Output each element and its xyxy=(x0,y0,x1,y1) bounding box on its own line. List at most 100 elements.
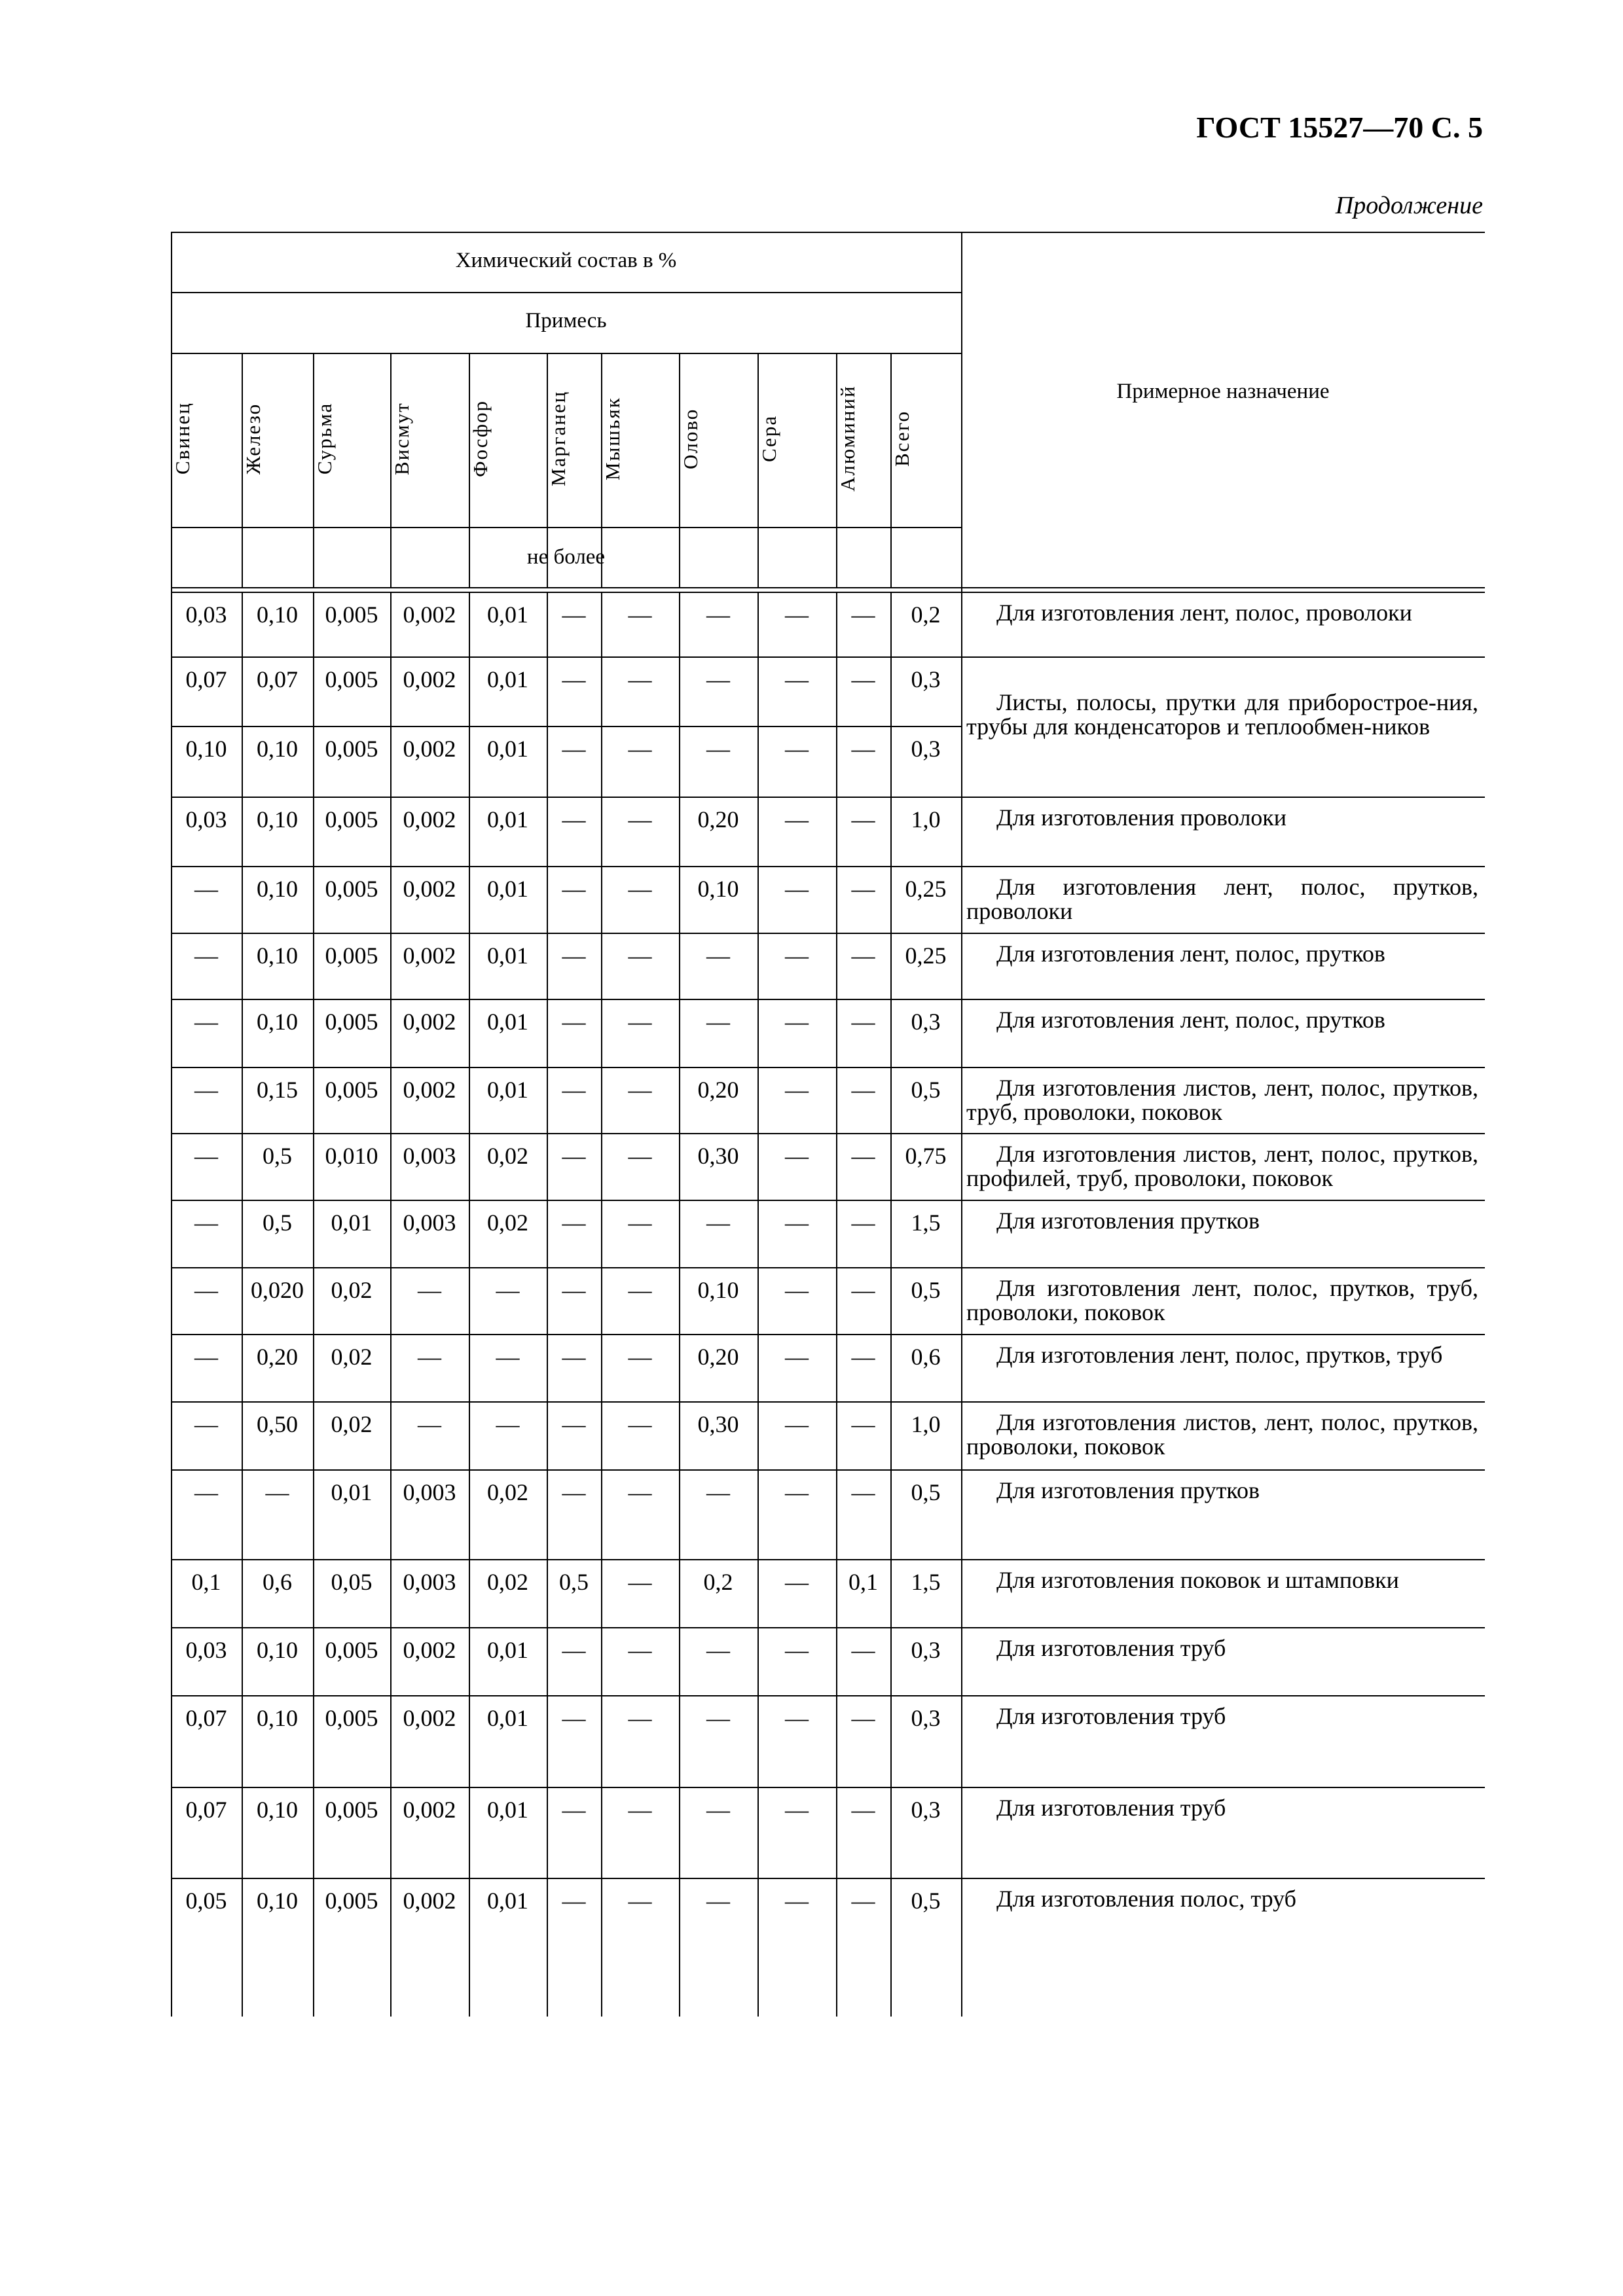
purpose-text: Для изготовления лент, полос, прутков xyxy=(996,1007,1385,1033)
column-header-4: Висмут xyxy=(390,402,413,475)
table-cell: 0,5 xyxy=(911,1888,941,1914)
purpose-row-line xyxy=(961,656,1485,658)
table-cell: — xyxy=(628,1344,652,1370)
table-cell: — xyxy=(265,1479,289,1505)
table-cell: — xyxy=(628,1009,652,1035)
table-cell: — xyxy=(194,1277,218,1303)
table-cell: — xyxy=(562,736,586,762)
table-cell: 0,5 xyxy=(559,1569,589,1595)
purpose-row-line xyxy=(961,1334,1485,1335)
table-cell: 0,10 xyxy=(257,1797,298,1823)
table-cell: 0,3 xyxy=(911,666,941,692)
column-header-1: Свинец xyxy=(171,402,194,475)
table-cell: 0,020 xyxy=(251,1277,304,1303)
column-divider xyxy=(547,353,548,587)
table-cell: — xyxy=(194,1479,218,1505)
table-cell: 0,01 xyxy=(487,601,528,628)
table-cell: — xyxy=(785,601,809,628)
column-divider xyxy=(601,353,602,587)
table-cell: — xyxy=(418,1411,441,1437)
table-cell: — xyxy=(706,1637,730,1663)
purpose-row-line xyxy=(961,933,1485,934)
purpose-text: Для изготовления листов, лент, полос, пр… xyxy=(966,1075,1478,1125)
table-cell: — xyxy=(706,601,730,628)
table-cell: 0,002 xyxy=(403,1888,456,1914)
table-cell: 0,5 xyxy=(911,1479,941,1505)
header-double-line xyxy=(171,592,1485,593)
table-cell: — xyxy=(785,806,809,833)
row-line xyxy=(171,1133,961,1134)
table-cell: 0,002 xyxy=(403,942,456,969)
table-cell: 0,01 xyxy=(487,1077,528,1103)
header-line xyxy=(171,292,961,293)
purpose-text: Для изготовления листов, лент, полос, пр… xyxy=(966,1409,1478,1460)
table-cell: 1,5 xyxy=(911,1569,941,1595)
table-cell: — xyxy=(851,736,875,762)
table-cell: 0,01 xyxy=(331,1210,373,1236)
table-cell: 0,03 xyxy=(185,1637,227,1663)
table-cell: — xyxy=(851,1009,875,1035)
table-cell: 0,03 xyxy=(185,806,227,833)
table-cell: — xyxy=(785,1077,809,1103)
table-cell: 0,005 xyxy=(325,1797,378,1823)
table-cell: — xyxy=(496,1411,520,1437)
table-cell: 0,01 xyxy=(487,1009,528,1035)
purpose-row-line xyxy=(961,999,1485,1000)
table-cell: — xyxy=(562,1411,586,1437)
column-header-11: Всего xyxy=(890,410,913,467)
table-cell: — xyxy=(628,1411,652,1437)
table-cell: 0,005 xyxy=(325,1637,378,1663)
table-cell: — xyxy=(706,1797,730,1823)
table-cell: — xyxy=(562,1143,586,1169)
table-cell: 0,20 xyxy=(697,1344,739,1370)
table-cell: — xyxy=(706,1009,730,1035)
table-cell: — xyxy=(785,1705,809,1731)
table-cell: — xyxy=(194,1143,218,1169)
table-cell: 0,07 xyxy=(257,666,298,692)
column-divider xyxy=(390,592,392,2017)
table-cell: 0,10 xyxy=(257,736,298,762)
table-cell: 0,01 xyxy=(487,736,528,762)
table-cell: 0,005 xyxy=(325,806,378,833)
table-cell: — xyxy=(628,876,652,902)
header-line xyxy=(171,527,961,528)
table-cell: 0,1 xyxy=(191,1569,221,1595)
sub-header: Примесь xyxy=(525,309,607,332)
table-cell: 0,20 xyxy=(697,1077,739,1103)
table-cell: 0,10 xyxy=(257,806,298,833)
table-cell: 0,30 xyxy=(697,1143,739,1169)
table-cell: — xyxy=(785,1797,809,1823)
table-cell: 0,01 xyxy=(331,1479,373,1505)
table-cell: 0,01 xyxy=(487,1888,528,1914)
row-line xyxy=(171,1267,961,1268)
purpose-text: Для изготовления листов, лент, полос, пр… xyxy=(966,1141,1478,1191)
table-cell: 0,01 xyxy=(487,1637,528,1663)
table-cell: — xyxy=(496,1277,520,1303)
purpose-text: Для изготовления прутков xyxy=(996,1477,1260,1503)
table-cell: — xyxy=(785,942,809,969)
table-cell: — xyxy=(418,1277,441,1303)
table-cell: — xyxy=(562,1210,586,1236)
table-cell: — xyxy=(851,1479,875,1505)
table-cell: — xyxy=(496,1344,520,1370)
table-cell: — xyxy=(785,1277,809,1303)
table-cell: 0,10 xyxy=(257,1009,298,1035)
header-double-line xyxy=(171,587,1485,588)
table-cell: — xyxy=(562,876,586,902)
table-cell: 0,01 xyxy=(487,1705,528,1731)
column-divider xyxy=(390,353,392,587)
table-cell: 0,002 xyxy=(403,1797,456,1823)
purpose-row-line xyxy=(961,866,1485,867)
table-cell: — xyxy=(194,876,218,902)
purpose-column-divider xyxy=(961,232,962,2017)
table-cell: — xyxy=(194,1344,218,1370)
purpose-text: Для изготовления лент, полос, проволоки xyxy=(996,600,1412,626)
table-cell: 0,002 xyxy=(403,1637,456,1663)
purpose-text: Для изготовления труб xyxy=(996,1795,1226,1821)
table-cell: — xyxy=(628,1479,652,1505)
table-cell: 0,002 xyxy=(403,876,456,902)
table-cell: 0,02 xyxy=(487,1143,528,1169)
table-cell: — xyxy=(706,666,730,692)
table-cell: 0,6 xyxy=(911,1344,941,1370)
row-line xyxy=(171,999,961,1000)
